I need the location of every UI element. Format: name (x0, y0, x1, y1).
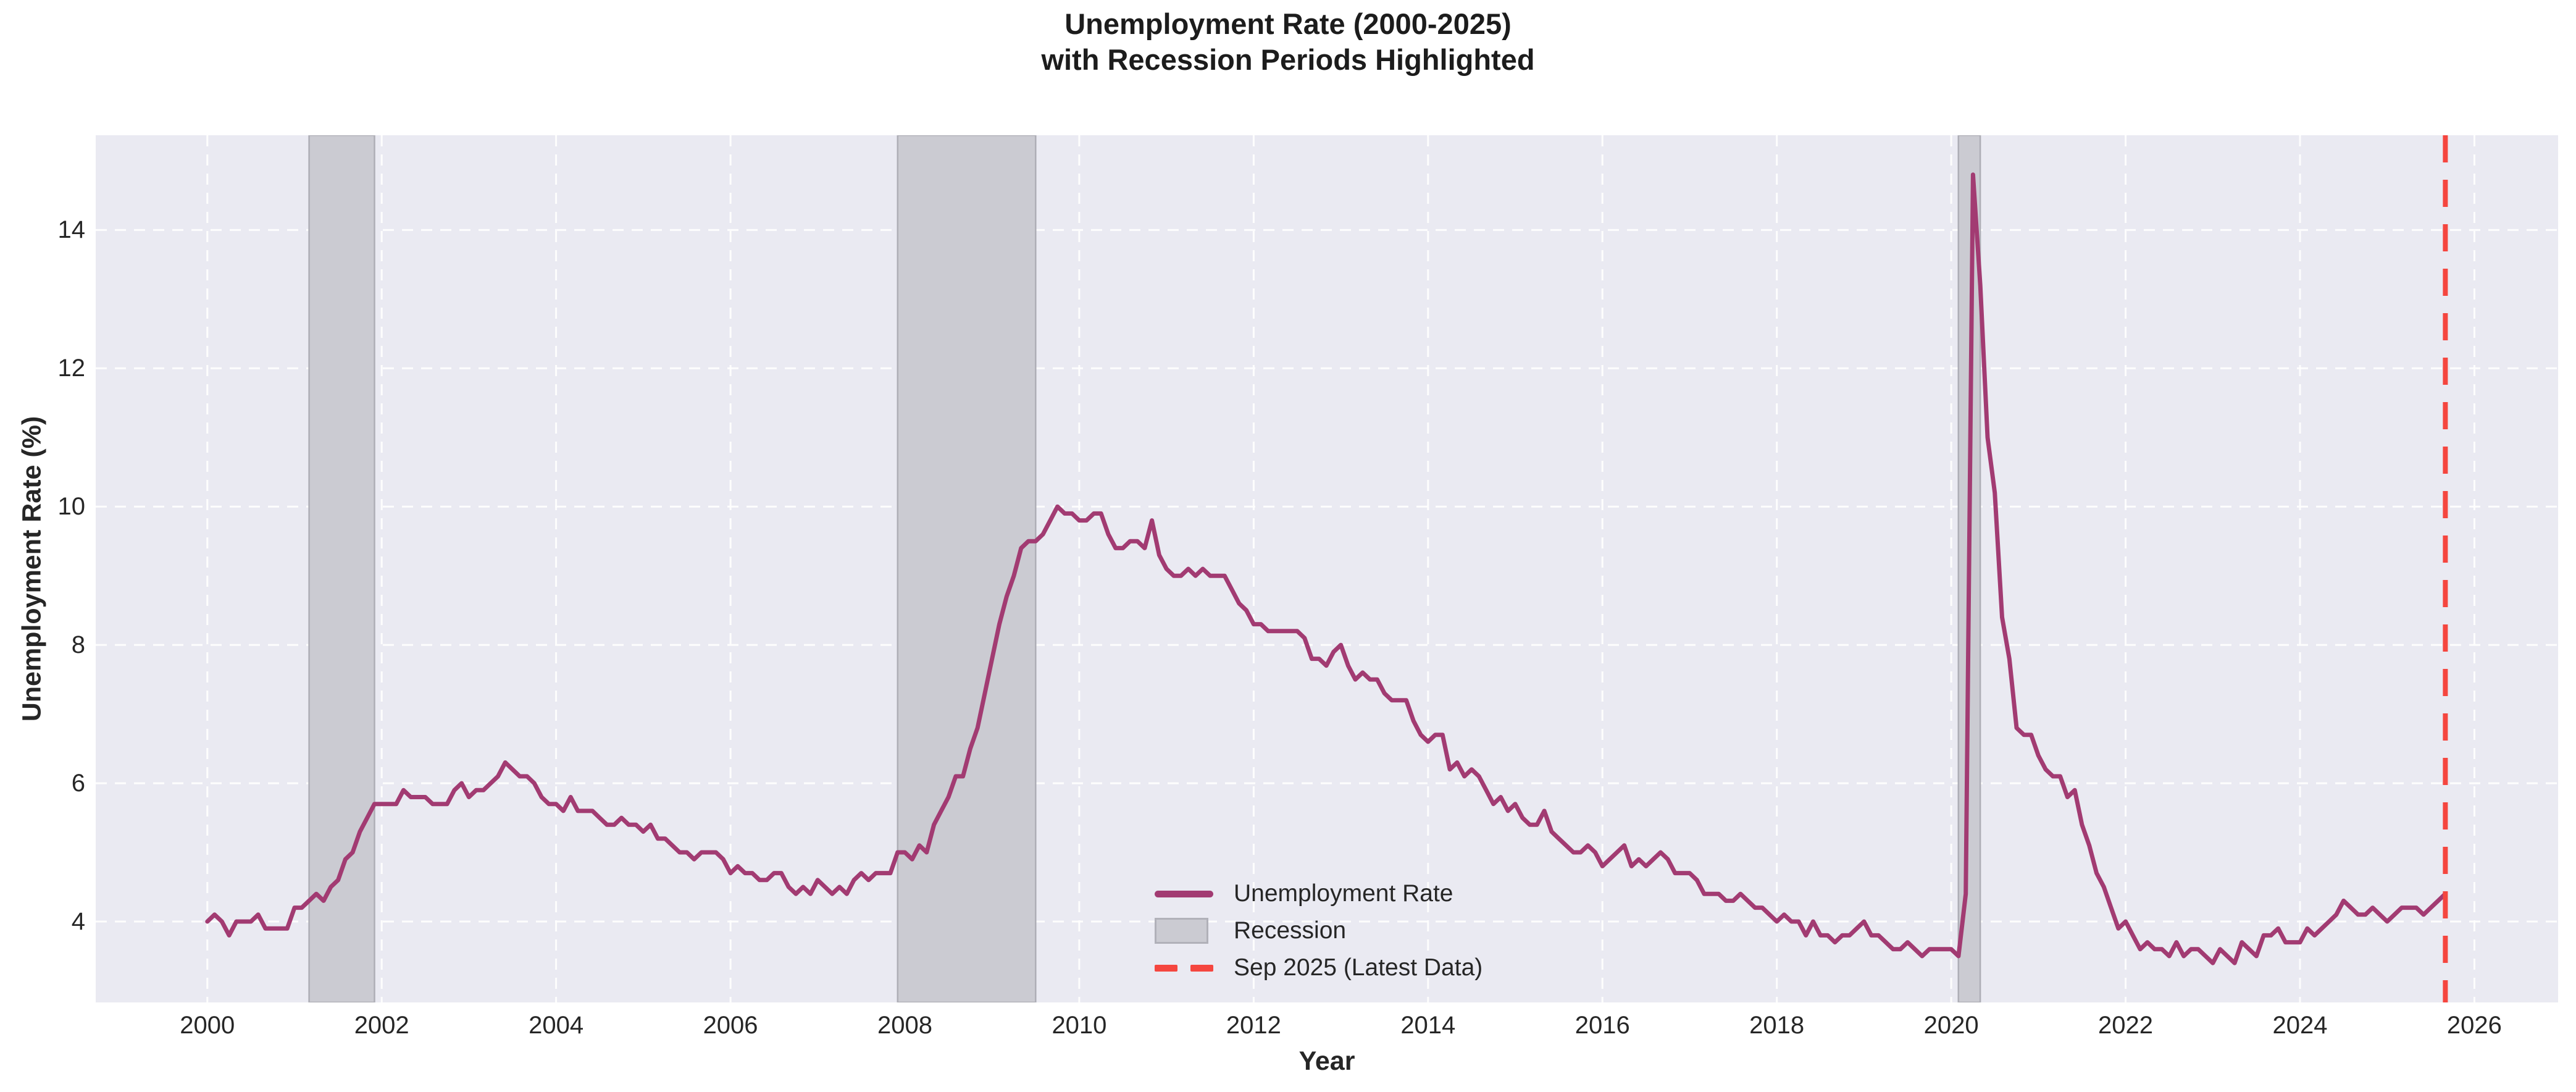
legend-item-recession: Recession (1155, 912, 1482, 949)
x-tick-label: 2024 (2272, 1012, 2328, 1039)
line-swatch (1155, 890, 1213, 897)
y-tick-label: 14 (57, 216, 86, 244)
y-tick-label: 6 (71, 770, 85, 797)
legend-label: Sep 2025 (Latest Data) (1234, 954, 1483, 981)
x-axis-label: Year (1298, 1046, 1355, 1076)
recession-band (308, 135, 375, 1002)
chart-canvas (96, 135, 2558, 1002)
x-tick-label: 2010 (1052, 1012, 1107, 1039)
y-axis-label: Unemployment Rate (%) (17, 416, 47, 722)
legend-item-latest-data: Sep 2025 (Latest Data) (1155, 949, 1482, 986)
y-tick-label: 10 (57, 493, 86, 521)
x-tick-label: 2018 (1749, 1012, 1805, 1039)
recession-band (897, 135, 1037, 1002)
y-tick-label: 8 (71, 631, 85, 659)
chart-title: Unemployment Rate (2000-2025) with Reces… (0, 6, 2576, 78)
x-tick-label: 2016 (1574, 1012, 1630, 1039)
chart-title-line1: Unemployment Rate (2000-2025) (1064, 7, 1512, 40)
x-tick-label: 2026 (2446, 1012, 2502, 1039)
recession-patch-swatch (1155, 918, 1213, 944)
legend-item-unemployment-rate: Unemployment Rate (1155, 875, 1482, 912)
x-tick-label: 2020 (1923, 1012, 1979, 1039)
x-tick-label: 2000 (180, 1012, 235, 1039)
legend: Unemployment Rate Recession Sep 2025 (La… (1155, 875, 1482, 986)
x-tick-label: 2006 (703, 1012, 758, 1039)
plot-area (96, 135, 2558, 1002)
chart-title-line2: with Recession Periods Highlighted (1041, 43, 1535, 76)
legend-label: Recession (1234, 917, 1347, 944)
x-tick-label: 2002 (354, 1012, 409, 1039)
legend-label: Unemployment Rate (1234, 880, 1453, 907)
x-tick-label: 2012 (1226, 1012, 1281, 1039)
unemployment-rate-line (205, 172, 2448, 965)
x-tick-label: 2008 (877, 1012, 932, 1039)
x-tick-label: 2004 (529, 1012, 584, 1039)
x-tick-label: 2022 (2098, 1012, 2154, 1039)
y-tick-label: 4 (71, 908, 85, 935)
dashed-line-swatch (1155, 964, 1213, 972)
y-tick-label: 12 (57, 355, 86, 382)
x-tick-label: 2014 (1400, 1012, 1456, 1039)
